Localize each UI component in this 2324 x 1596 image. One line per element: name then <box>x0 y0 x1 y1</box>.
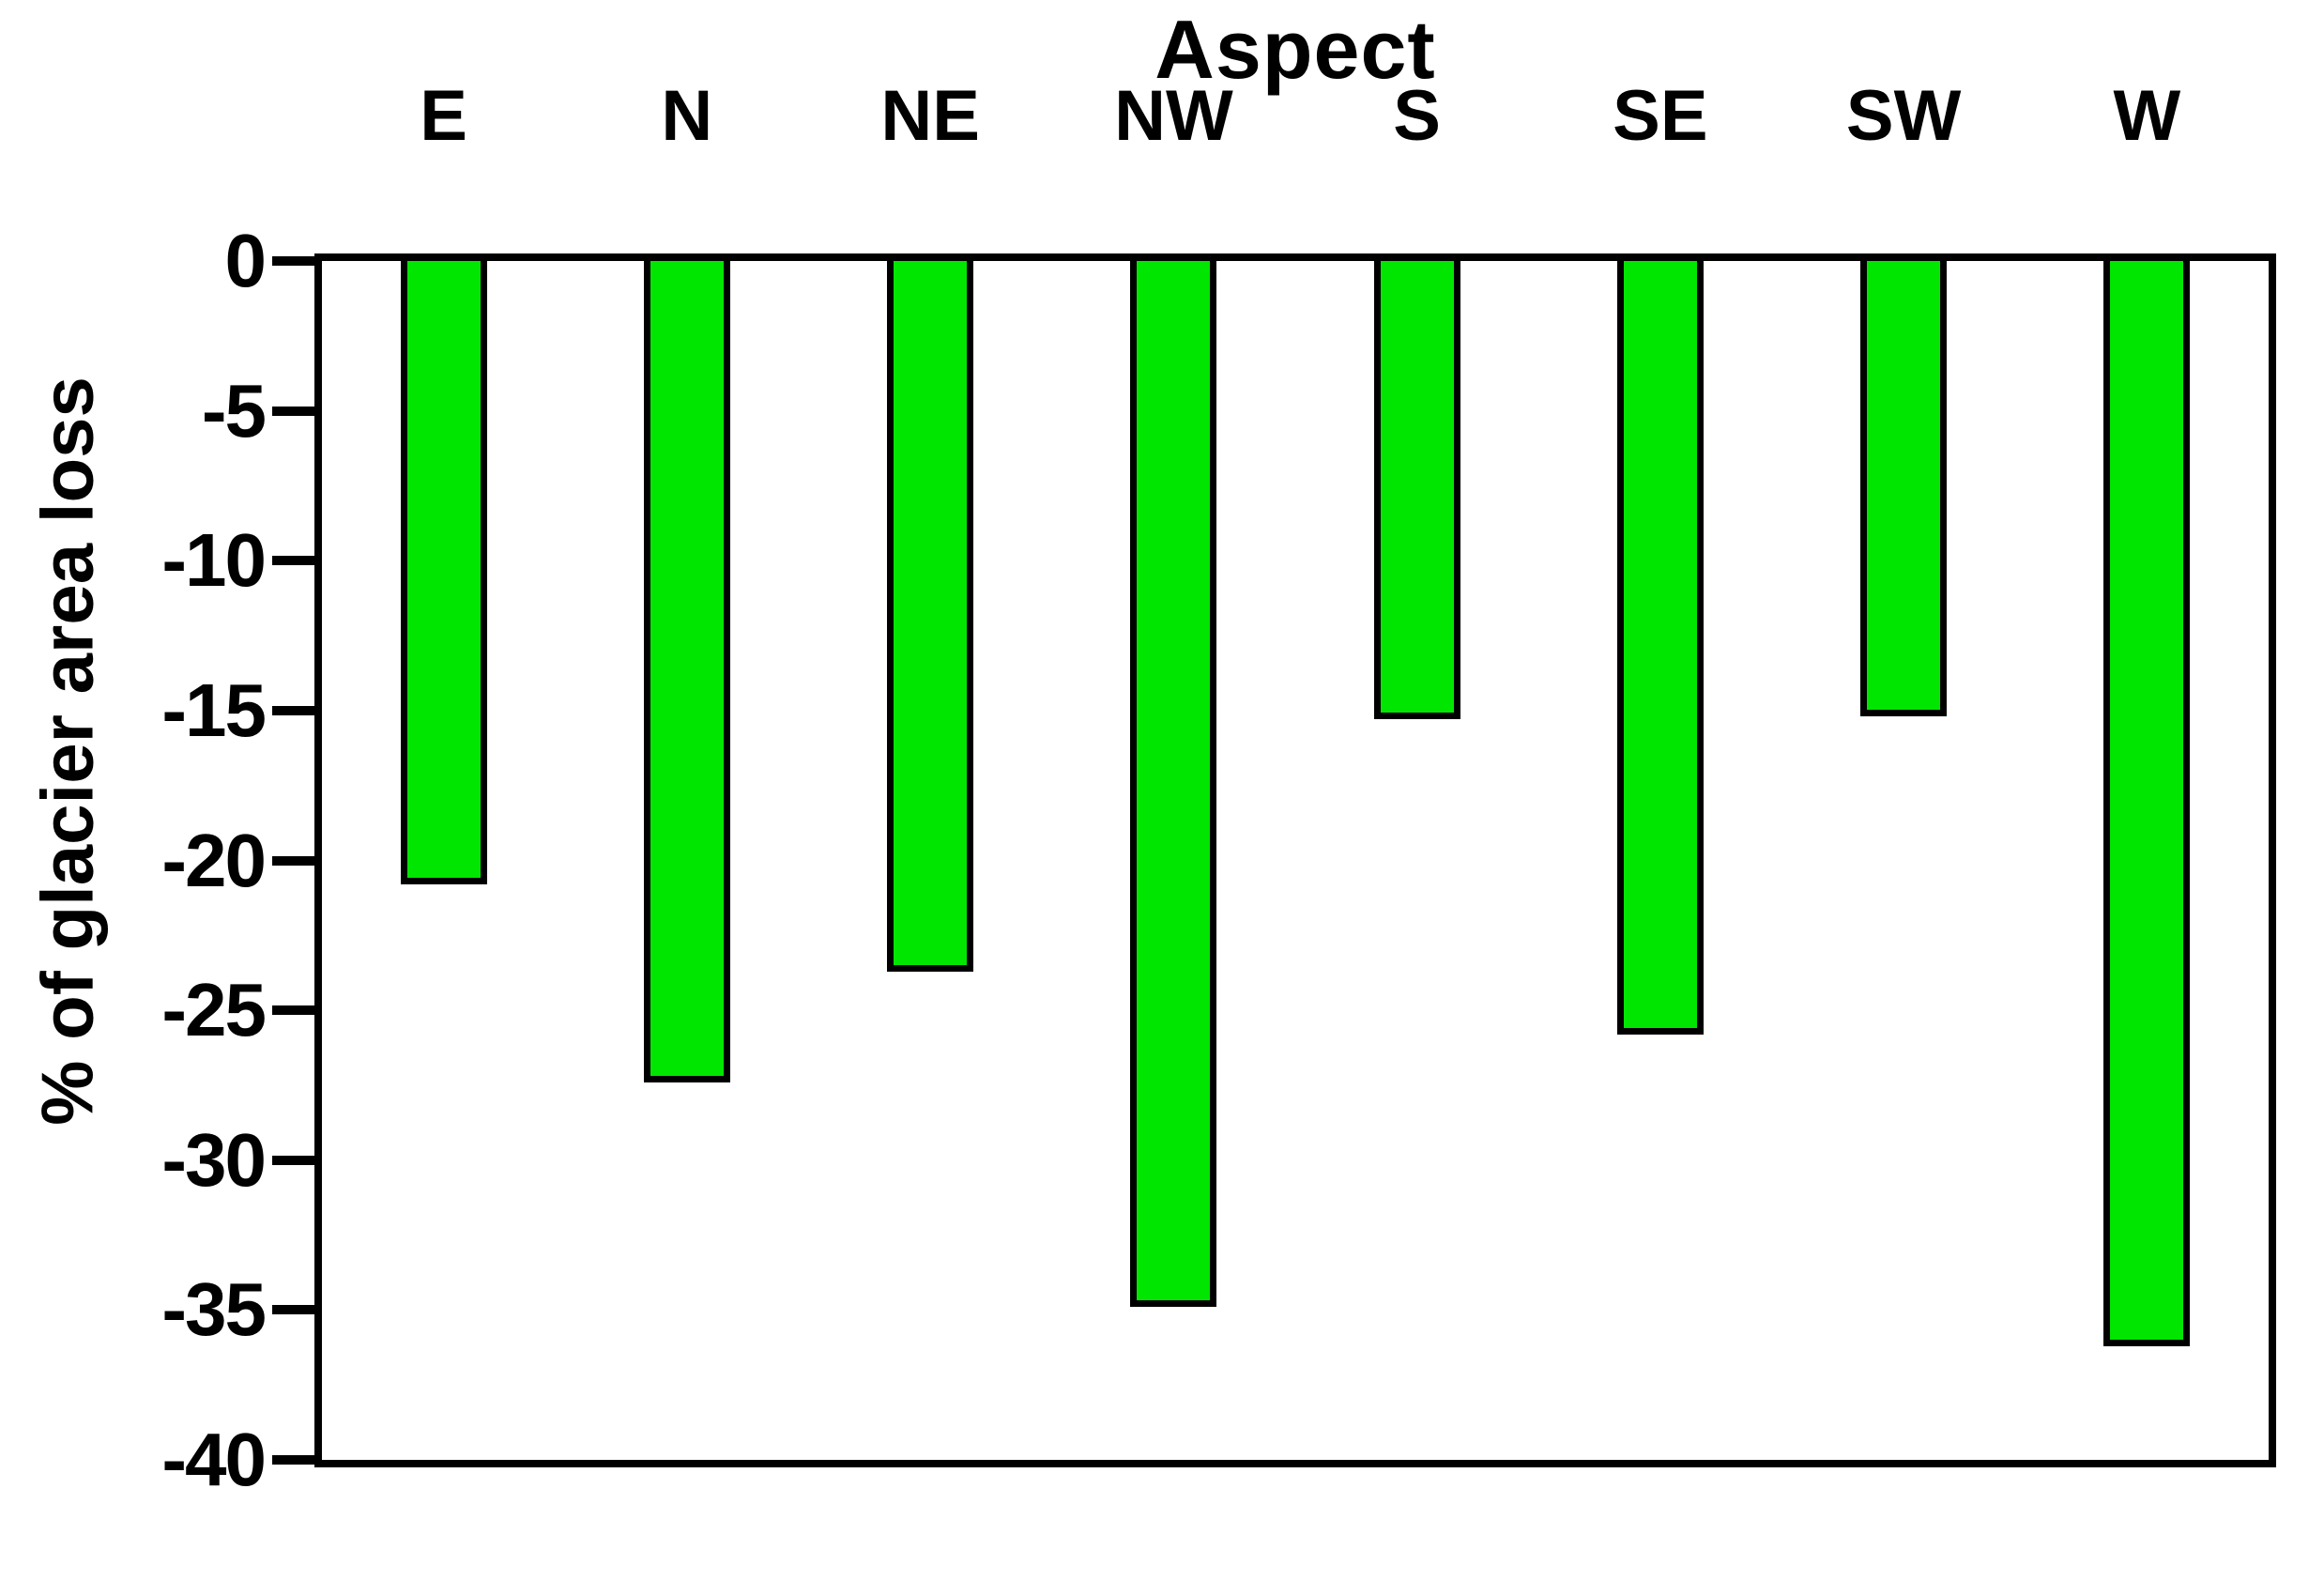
category-label-W: W <box>2113 76 2181 156</box>
category-label-NW: NW <box>1114 76 1233 156</box>
bar-E <box>400 261 487 885</box>
y-tick-label--40: -40 <box>161 1418 267 1501</box>
category-label-S: S <box>1393 76 1441 156</box>
y-tick-label--35: -35 <box>161 1267 267 1352</box>
y-tick-mark--25 <box>272 1005 314 1016</box>
y-tick-mark--5 <box>272 406 314 416</box>
category-label-N: N <box>661 76 713 156</box>
y-tick-mark--15 <box>272 705 314 715</box>
chart-title: Aspect <box>1154 3 1436 96</box>
y-tick-mark--10 <box>272 556 314 566</box>
category-label-SW: SW <box>1845 76 1962 156</box>
plot-area <box>272 253 2276 1467</box>
bar-NW <box>1130 261 1217 1308</box>
category-label-SE: SE <box>1613 76 1708 156</box>
y-tick-label--25: -25 <box>161 968 267 1052</box>
category-label-NE: NE <box>880 76 980 156</box>
y-tick-label-0: 0 <box>224 219 268 302</box>
y-tick-mark--35 <box>272 1305 314 1315</box>
y-tick-label--15: -15 <box>161 668 267 752</box>
y-tick-label--20: -20 <box>161 818 267 902</box>
y-tick-label--10: -10 <box>161 518 267 603</box>
y-tick-mark--30 <box>272 1155 314 1165</box>
y-tick-mark-0 <box>272 256 314 266</box>
bar-NE <box>887 261 974 972</box>
y-tick-label--5: -5 <box>201 368 267 453</box>
bar-SW <box>1860 261 1948 717</box>
bar-N <box>643 261 730 1082</box>
bar-SE <box>1616 261 1704 1035</box>
category-label-E: E <box>420 76 467 156</box>
y-tick-label--30: -30 <box>161 1117 267 1202</box>
y-tick-mark--40 <box>272 1455 314 1465</box>
bar-W <box>2103 261 2191 1346</box>
y-tick-mark--20 <box>272 855 314 866</box>
bar-S <box>1373 261 1460 720</box>
